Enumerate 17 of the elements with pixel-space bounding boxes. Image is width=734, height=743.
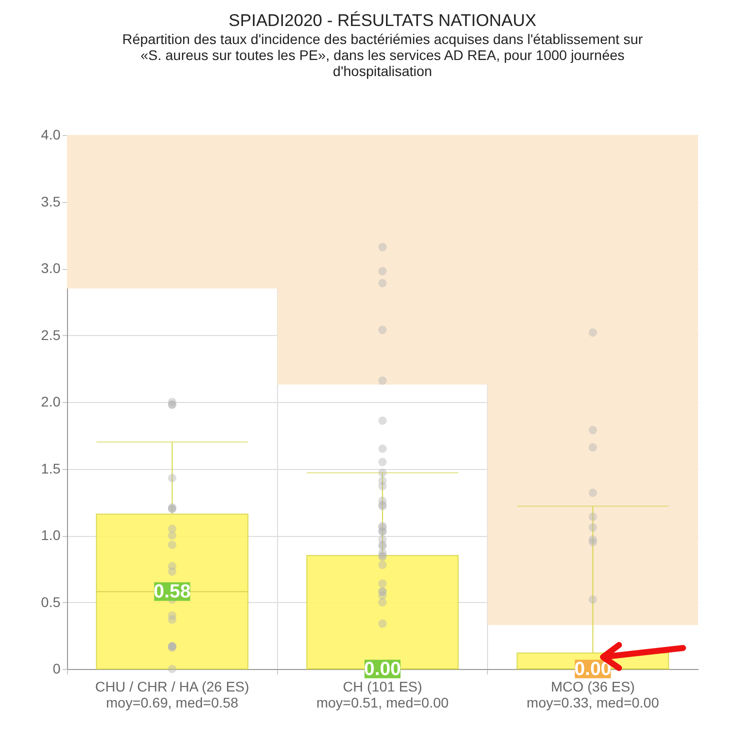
annotation: 0.00 <box>364 659 401 680</box>
y-tick-label: 1.5 <box>41 460 61 476</box>
annotation: 0.00 <box>574 659 612 680</box>
y-tick-label: 1.0 <box>41 527 61 543</box>
chart-title: SPIADI2020 - RÉSULTATS NATIONAUX <box>228 11 536 30</box>
y-tick-label: 3.5 <box>41 193 61 210</box>
annotation: 0.58 <box>154 582 191 603</box>
y-tick-label: 3.0 <box>41 260 61 276</box>
y-tick-label: 4.0 <box>41 126 61 142</box>
y-tick-label: 2.5 <box>41 326 61 343</box>
x-tick-label: MCO (36 ES) moy=0.33, med=0.00 <box>526 678 660 710</box>
x-tick-label: CH (101 ES) moy=0.51, med=0.00 <box>316 678 449 710</box>
y-tick-label: 0.5 <box>41 594 61 610</box>
x-tick-label: CHU / CHR / HA (26 ES) moy=0.69, med=0.58 <box>95 678 250 710</box>
y-tick-label: 2.0 <box>41 394 61 410</box>
chart-subtitle: Répartition des taux d'incidence des bactériémies acquises dans l'établissement sur «S. aureus sur toutes les PE», dans les services AD REA, pour 1000 journées d'hospitalisation <box>122 31 644 79</box>
y-tick-label: 0 <box>52 660 61 676</box>
